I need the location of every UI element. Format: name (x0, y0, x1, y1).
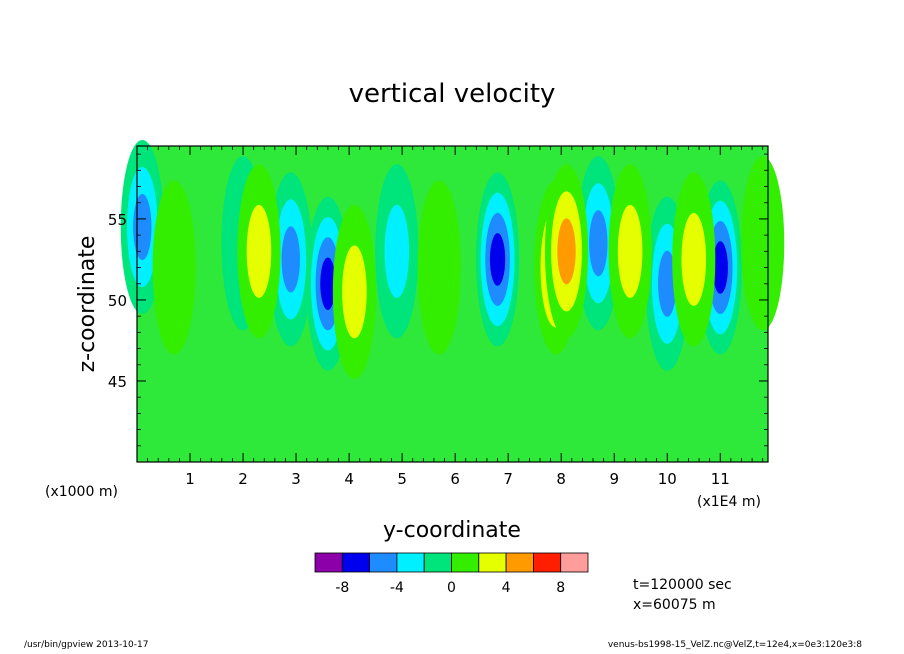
colorbar-swatch (341, 552, 370, 573)
colorbar-tick-label: 4 (502, 580, 511, 596)
colorbar-swatch (560, 552, 589, 573)
footer-left: /usr/bin/gpview 2013-10-17 (24, 640, 149, 650)
colorbar-swatch (396, 552, 425, 573)
x-tick-label: 11 (711, 470, 730, 488)
x-unit-left: (x1000 m) (45, 484, 118, 500)
colorbar-swatch (451, 552, 480, 573)
field-feature (476, 172, 520, 347)
colorbar-swatch (369, 552, 398, 573)
x-axis: 1 2 3 4 5 6 7 8 9 10 11 (147, 146, 764, 488)
field-feature (608, 164, 652, 339)
colorbar-swatch (505, 552, 534, 573)
contour-fill (617, 204, 643, 298)
colorbar-tick-label: 8 (556, 580, 565, 596)
y-tick-label: 55 (108, 211, 127, 229)
time-annotation: t=120000 sec (633, 577, 732, 593)
colorbar-tick-label: 0 (447, 580, 456, 596)
x-axis-label: y-coordinate (383, 518, 521, 543)
y-tick-label: 45 (108, 373, 127, 391)
field-feature (672, 172, 716, 347)
contour-fill (417, 180, 461, 355)
contour-fill (320, 257, 336, 310)
x-tick-label: 4 (344, 470, 354, 488)
colorbar-swatch (314, 552, 343, 573)
colorbar-swatch (423, 552, 452, 573)
colorbar-swatch (533, 552, 562, 573)
contour-fill (489, 233, 506, 286)
plot-area (120, 140, 785, 463)
contour-fill (342, 245, 367, 339)
x-unit-right: (x1E4 m) (697, 494, 761, 510)
contour-fill (712, 241, 728, 294)
colorbar-tick-label: -8 (335, 580, 349, 596)
y-axis: 45 50 55 (108, 153, 768, 447)
contour-fill (741, 156, 785, 331)
field-feature (332, 204, 376, 379)
field-feature (237, 164, 281, 339)
contour-fill (681, 212, 707, 306)
y-axis-label: z-coordinate (75, 236, 100, 373)
position-annotation: x=60075 m (633, 597, 716, 613)
field-feature (544, 164, 589, 339)
contour-fill (133, 194, 152, 261)
colorbar-tick-label: -4 (390, 580, 404, 596)
contour-fill (246, 204, 272, 298)
x-tick-label: 10 (658, 470, 677, 488)
contour-fill (152, 180, 196, 355)
plot-frame (136, 145, 769, 463)
x-tick-label: 9 (609, 470, 619, 488)
x-tick-label: 6 (450, 470, 460, 488)
field-feature (741, 156, 785, 331)
x-tick-label: 8 (556, 470, 566, 488)
x-tick-label: 1 (185, 470, 195, 488)
contour-fill (557, 218, 576, 285)
contour-fill (281, 226, 300, 293)
contour-fill (384, 204, 410, 298)
x-tick-label: 7 (503, 470, 513, 488)
field-feature (576, 156, 620, 331)
contour-fill (589, 210, 608, 277)
footer-right: venus-bs1998-15_VelZ.nc@VelZ,t=12e4,x=0e… (607, 640, 862, 650)
chart-title: vertical velocity (349, 79, 556, 109)
contour-fill (658, 250, 677, 317)
y-tick-label: 50 (108, 292, 127, 310)
colorbar: -8 -4 0 4 8 (314, 552, 589, 596)
x-tick-label: 3 (291, 470, 301, 488)
x-tick-label: 2 (238, 470, 248, 488)
field-feature (269, 172, 313, 347)
field-feature (152, 180, 196, 355)
field-feature (417, 180, 461, 355)
colorbar-swatch (478, 552, 507, 573)
x-tick-label: 5 (397, 470, 407, 488)
field-feature (375, 164, 419, 339)
